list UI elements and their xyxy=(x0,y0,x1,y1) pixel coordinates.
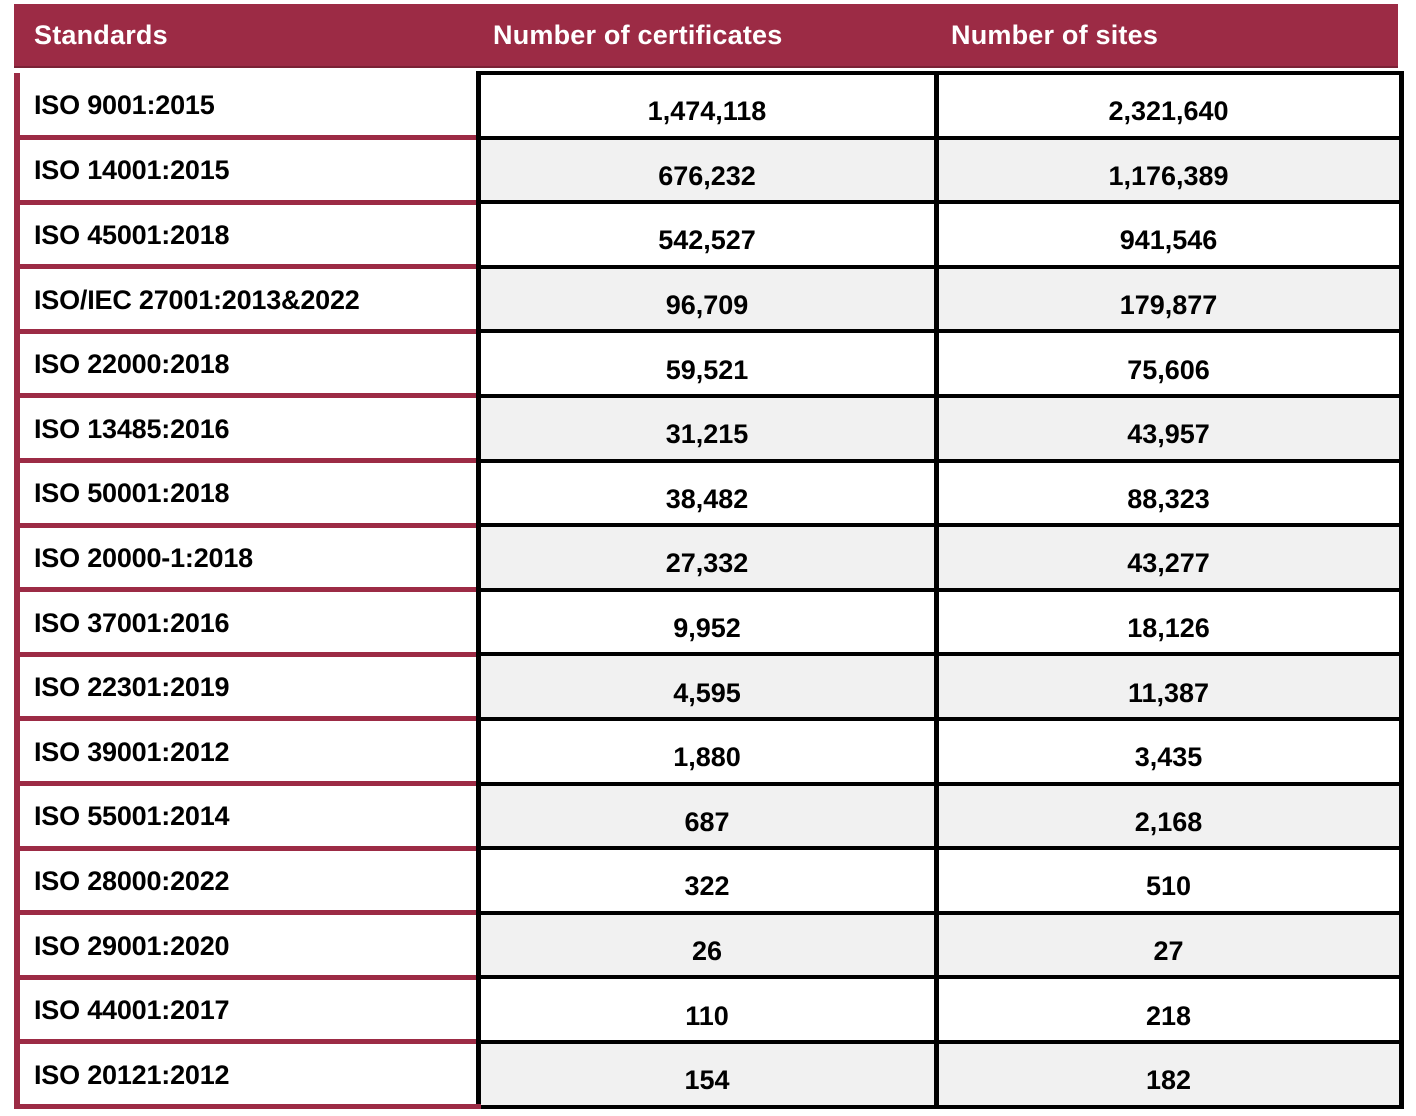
sites-count-cell: 11,387 xyxy=(933,652,1404,721)
column-header-certificates: Number of certificates xyxy=(493,19,783,50)
certificates-count-cell: 676,232 xyxy=(475,135,939,205)
certificates-count-cell: 59,521 xyxy=(475,329,939,398)
table-row: ISO 20121:2012 154 182 xyxy=(14,1039,1404,1109)
certificates-count-cell: 1,880 xyxy=(475,716,939,786)
table-row: ISO 45001:2018 542,527 941,546 xyxy=(14,199,1404,269)
standard-name-cell: ISO 44001:2017 xyxy=(14,974,478,1042)
standard-name-cell: ISO 13485:2016 xyxy=(14,393,478,461)
certificates-count-cell: 9,952 xyxy=(475,587,939,657)
sites-count-cell: 2,168 xyxy=(933,781,1404,851)
sites-count-cell: 18,126 xyxy=(933,587,1404,657)
certificates-count-cell: 38,482 xyxy=(475,458,939,528)
certificates-count-cell: 687 xyxy=(475,781,939,851)
certificates-count-cell: 110 xyxy=(475,975,939,1044)
certificates-count-cell: 27,332 xyxy=(475,523,939,592)
certificates-count-cell: 154 xyxy=(475,1039,939,1109)
table-row: ISO 22301:2019 4,595 11,387 xyxy=(14,651,1404,721)
column-header-sites: Number of sites xyxy=(951,19,1159,50)
table-row: ISO 22000:2018 59,521 75,606 xyxy=(14,328,1404,398)
sites-count-cell: 88,323 xyxy=(933,458,1404,528)
table-row: ISO 20000-1:2018 27,332 43,277 xyxy=(14,522,1404,592)
certificates-count-cell: 96,709 xyxy=(475,264,939,334)
table-row: ISO 37001:2016 9,952 18,126 xyxy=(14,587,1404,657)
standard-name-cell: ISO 20121:2012 xyxy=(14,1039,478,1109)
standard-name-cell: ISO 22301:2019 xyxy=(14,651,478,719)
sites-count-cell: 43,277 xyxy=(933,523,1404,592)
table-header-row: Standards Number of certificates Number … xyxy=(14,4,1398,68)
standard-name-cell: ISO 20000-1:2018 xyxy=(14,522,478,590)
certificates-count-cell: 322 xyxy=(475,846,939,915)
standard-name-cell: ISO 22000:2018 xyxy=(14,328,478,396)
table-row: ISO 44001:2017 110 218 xyxy=(14,974,1404,1044)
certificates-count-cell: 26 xyxy=(475,910,939,980)
sites-count-cell: 3,435 xyxy=(933,716,1404,786)
standard-name-cell: ISO 50001:2018 xyxy=(14,458,478,526)
standard-name-cell: ISO 9001:2015 xyxy=(14,73,478,138)
sites-count-cell: 510 xyxy=(933,846,1404,915)
standard-name-cell: ISO 39001:2012 xyxy=(14,716,478,784)
sites-count-cell: 1,176,389 xyxy=(933,135,1404,205)
standard-name-cell: ISO 28000:2022 xyxy=(14,845,478,913)
standard-name-cell: ISO 37001:2016 xyxy=(14,587,478,655)
table-body: ISO 9001:2015 1,474,118 2,321,640 ISO 14… xyxy=(14,71,1404,1109)
table-row: ISO 39001:2012 1,880 3,435 xyxy=(14,716,1404,786)
standard-name-cell: ISO/IEC 27001:2013&2022 xyxy=(14,264,478,332)
certificates-count-cell: 31,215 xyxy=(475,393,939,463)
table-row: ISO/IEC 27001:2013&2022 96,709 179,877 xyxy=(14,264,1404,334)
certificates-count-cell: 4,595 xyxy=(475,652,939,721)
sites-count-cell: 179,877 xyxy=(933,264,1404,334)
table-row: ISO 55001:2014 687 2,168 xyxy=(14,781,1404,851)
table-row: ISO 29001:2020 26 27 xyxy=(14,910,1404,980)
standard-name-cell: ISO 45001:2018 xyxy=(14,199,478,267)
column-header-standards: Standards xyxy=(34,19,168,50)
sites-count-cell: 43,957 xyxy=(933,393,1404,463)
sites-count-cell: 27 xyxy=(933,910,1404,980)
table-row: ISO 28000:2022 322 510 xyxy=(14,845,1404,915)
certificates-count-cell: 542,527 xyxy=(475,200,939,269)
table-row: ISO 50001:2018 38,482 88,323 xyxy=(14,458,1404,528)
certificates-count-cell: 1,474,118 xyxy=(475,71,939,140)
table-row: ISO 9001:2015 1,474,118 2,321,640 xyxy=(14,71,1404,140)
sites-count-cell: 2,321,640 xyxy=(933,71,1404,140)
standard-name-cell: ISO 14001:2015 xyxy=(14,135,478,203)
sites-count-cell: 182 xyxy=(933,1039,1404,1109)
standard-name-cell: ISO 29001:2020 xyxy=(14,910,478,978)
iso-survey-table: Standards Number of certificates Number … xyxy=(14,4,1404,1109)
standard-name-cell: ISO 55001:2014 xyxy=(14,781,478,849)
sites-count-cell: 75,606 xyxy=(933,329,1404,398)
sites-count-cell: 941,546 xyxy=(933,200,1404,269)
table-row: ISO 14001:2015 676,232 1,176,389 xyxy=(14,135,1404,205)
table-row: ISO 13485:2016 31,215 43,957 xyxy=(14,393,1404,463)
sites-count-cell: 218 xyxy=(933,975,1404,1044)
